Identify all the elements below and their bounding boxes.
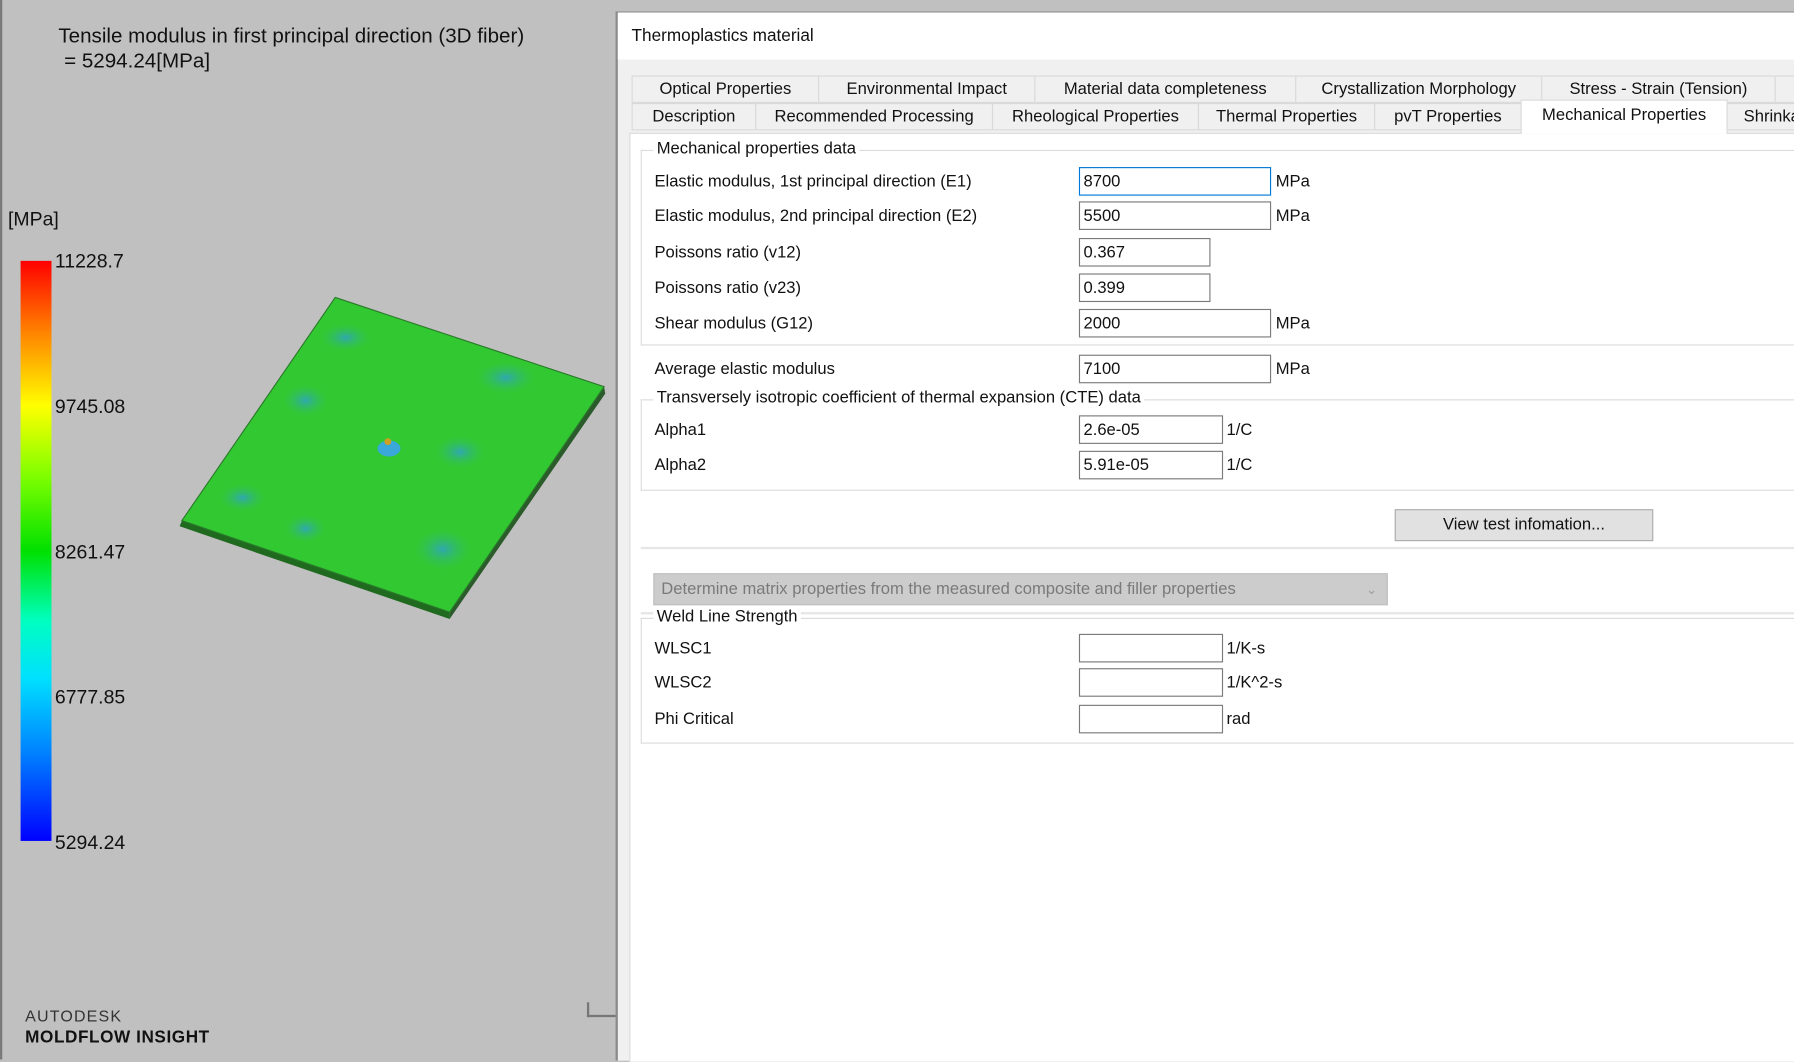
e1-unit: MPa [1275,172,1310,192]
autodesk-logo: AUTODESK [25,1006,123,1026]
legend-label-min: 5294.24 [54,831,126,854]
group-heading: Transversely isotropic coefficient of th… [653,389,1145,408]
v12-input[interactable] [1078,237,1211,267]
phi-critical-input[interactable] [1078,704,1224,734]
divider [640,612,1794,615]
tab-thermal-properties[interactable]: Thermal Properties [1197,102,1376,131]
alpha1-unit: 1/C [1226,421,1253,440]
wlsc2-input[interactable] [1078,668,1224,697]
e1-input[interactable] [1078,167,1272,196]
mechanical-properties-group: Mechanical properties data [640,139,1794,346]
matrix-properties-dropdown[interactable]: Determine matrix properties from the mea… [653,573,1388,606]
chevron-down-icon: ⌄ [1366,581,1378,598]
g12-unit: MPa [1275,314,1310,333]
alpha2-input[interactable] [1078,450,1224,480]
legend-label-max: 11228.7 [54,250,124,273]
result-viewport[interactable]: Tensile modulus in first principal direc… [0,0,622,1060]
v23-label: Poissons ratio (v23) [654,279,802,298]
alpha2-unit: 1/C [1226,456,1253,475]
v12-label: Poissons ratio (v12) [654,243,802,263]
dropdown-value: Determine matrix properties from the mea… [661,580,1236,599]
e2-unit: MPa [1275,207,1310,226]
view-corner-marker [586,1002,622,1018]
moldflow-logo: MOLDFLOW INSIGHT [25,1027,210,1047]
wlsc2-unit: 1/K^2-s [1226,673,1283,693]
color-legend-bar [20,260,52,841]
g12-label: Shear modulus (G12) [654,314,814,333]
dialog-title-bar: Thermoplastics material [617,12,1794,60]
avg-modulus-input[interactable] [1078,354,1272,384]
plate-edge [179,520,450,619]
tab-pvt-properties[interactable]: pvT Properties [1374,102,1522,131]
wlsc1-unit: 1/K-s [1226,639,1266,658]
group-heading: Weld Line Strength [653,607,801,626]
tab-environmental-impact[interactable]: Environmental Impact [818,75,1036,103]
result-title: Tensile modulus in first principal direc… [58,24,525,73]
tab-mechanical-properties[interactable]: Mechanical Properties [1520,99,1728,134]
dialog-title: Thermoplastics material [631,26,814,46]
legend-label: 8261.47 [54,541,126,563]
view-test-information-button[interactable]: View test infomation... [1394,509,1654,542]
tab-material-data-completeness[interactable]: Material data completeness [1034,75,1297,103]
legend-unit: [MPa] [8,208,59,230]
e2-input[interactable] [1078,201,1272,230]
mechanical-properties-panel: Mechanical properties data Elastic modul… [629,132,1794,1062]
legend-label: 6777.85 [54,686,126,709]
thermoplastics-material-dialog: Thermoplastics material Optical Properti… [615,11,1794,1062]
alpha1-input[interactable] [1078,415,1224,444]
v23-input[interactable] [1078,273,1211,303]
divider [640,546,1794,550]
wlsc1-input[interactable] [1078,633,1224,663]
plate-edge [449,386,606,619]
wlsc1-label: WLSC1 [654,639,712,658]
g12-input[interactable] [1078,308,1272,338]
group-heading: Mechanical properties data [653,139,860,158]
part-model[interactable] [2,0,620,1059]
e1-label: Elastic modulus, 1st principal direction… [654,172,972,192]
legend-label: 9745.08 [54,395,126,418]
plate-variation [219,323,536,570]
avg-modulus-unit: MPa [1275,360,1310,379]
avg-modulus-label: Average elastic modulus [654,360,835,379]
cte-group: Transversely isotropic coefficient of th… [640,389,1794,491]
tab-description[interactable]: Description [631,102,757,131]
tab-crystallization-morphology[interactable]: Crystallization Morphology [1295,75,1543,103]
tab-rheological-properties[interactable]: Rheological Properties [991,102,1200,131]
tab-recommended-processing[interactable]: Recommended Processing [755,102,994,131]
phi-critical-unit: rad [1226,710,1251,729]
alpha1-label: Alpha1 [654,421,707,440]
tab-shrinkage[interactable]: Shrinka [1726,102,1794,131]
weld-line-strength-group: Weld Line Strength [640,607,1794,744]
e2-label: Elastic modulus, 2nd principal direction… [654,207,978,226]
tab-optical-properties[interactable]: Optical Properties [631,75,820,103]
alpha2-label: Alpha2 [654,456,707,475]
phi-critical-label: Phi Critical [654,710,734,729]
wlsc2-label: WLSC2 [654,673,712,693]
tab-more[interactable] [1774,75,1794,103]
